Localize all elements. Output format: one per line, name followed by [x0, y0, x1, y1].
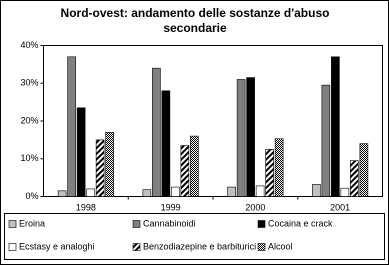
legend-label: Alcool [268, 241, 293, 251]
bar [171, 186, 180, 197]
bar [152, 67, 161, 197]
legend-box [4, 213, 385, 260]
bar [67, 56, 76, 197]
bar [76, 107, 86, 197]
legend-label: Cannabinoidi [143, 218, 196, 228]
bar [246, 77, 255, 197]
y-tick-label: 30% [20, 78, 38, 88]
bar [227, 186, 236, 197]
legend-swatch [132, 220, 141, 228]
bar [312, 184, 321, 197]
bar [236, 79, 246, 197]
bar [265, 149, 274, 197]
bar [321, 84, 331, 197]
bar [180, 145, 190, 197]
x-tick-label: 1998 [76, 202, 96, 212]
bar [95, 139, 105, 197]
legend-swatch [132, 243, 141, 251]
legend-label: Benzodiazepine e barbiturici [143, 241, 256, 251]
legend-label: Eroina [19, 218, 45, 228]
bar [255, 185, 265, 197]
chart-title: Nord-ovest: andamento delle sostanze d'a… [60, 6, 330, 35]
legend-label: Cocaina e crack [268, 218, 333, 228]
legend-swatch [8, 243, 17, 251]
bar [105, 132, 114, 197]
bar [340, 187, 350, 197]
bar [190, 135, 199, 197]
bar [331, 56, 340, 197]
x-tick-label: 1999 [161, 202, 181, 212]
legend-swatch [257, 243, 266, 251]
bar [274, 138, 284, 197]
y-tick-label: 0% [25, 191, 38, 201]
bar [57, 190, 67, 197]
legend-swatch [8, 220, 17, 228]
x-tick-label: 2000 [245, 202, 265, 212]
y-tick-label: 40% [20, 40, 38, 50]
x-tick-label: 2001 [330, 202, 350, 212]
y-tick-label: 10% [20, 153, 38, 163]
bar [359, 143, 369, 197]
bar [142, 189, 152, 197]
legend-label: Ecstasy e analoghi [19, 241, 95, 251]
bar [350, 160, 359, 197]
y-tick-label: 20% [20, 115, 38, 125]
legend-swatch [257, 220, 266, 228]
bar [86, 188, 95, 197]
bar [161, 90, 171, 197]
